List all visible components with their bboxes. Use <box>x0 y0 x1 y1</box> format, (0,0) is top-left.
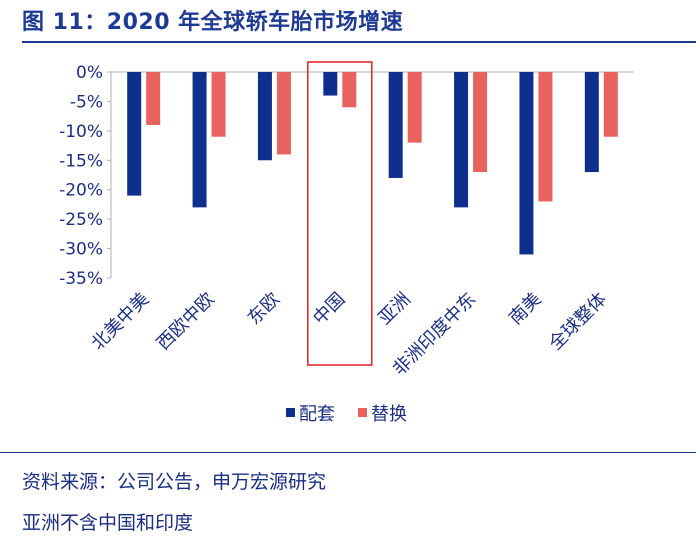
y-tick-label: -10% <box>59 122 103 142</box>
legend-swatch <box>358 408 367 417</box>
title-divider <box>22 41 696 43</box>
bar-replacement <box>603 72 618 137</box>
bar-replacement <box>146 72 161 125</box>
bar-oem <box>519 72 534 255</box>
footnote: 亚洲不含中国和印度 <box>22 512 194 534</box>
x-tick-label: 西欧中欧 <box>153 289 219 355</box>
footer-divider <box>0 452 696 453</box>
bar-oem <box>323 72 338 96</box>
x-tick-label: 东欧 <box>244 289 284 329</box>
bar-oem <box>454 72 469 208</box>
plot-area: 0% -5% -10% -15% -20% -25% -30% -35%北美中美 西欧中欧 东欧中… <box>59 61 634 425</box>
bar-oem <box>257 72 272 161</box>
y-tick-label: -35% <box>59 269 103 289</box>
y-tick-label: -5% <box>70 92 103 112</box>
bar-replacement <box>538 72 553 202</box>
y-tick-label: -30% <box>59 240 103 260</box>
y-tick-label: -15% <box>59 151 103 171</box>
legend-label: 替换 <box>371 404 407 425</box>
x-tick-label: 亚洲 <box>374 289 414 329</box>
bar-oem <box>388 72 403 178</box>
bar-oem <box>192 72 207 208</box>
x-tick-label: 中国 <box>309 289 349 329</box>
chart: 0% -5% -10% -15% -20% -25% -30% -35%北美中美 西欧中欧 东欧中… <box>59 61 634 425</box>
bar-replacement <box>407 72 422 143</box>
x-tick-label: 全球整体 <box>545 289 611 355</box>
bar-replacement <box>473 72 488 173</box>
y-tick-label: -20% <box>59 181 103 201</box>
x-tick-label: 北美中美 <box>87 289 153 355</box>
bar-oem <box>584 72 599 173</box>
y-tick-label: -25% <box>59 210 103 230</box>
figure-title: 图 11：2020 年全球轿车胎市场增速 <box>22 10 404 35</box>
highlight-box <box>307 61 373 366</box>
source-note: 资料来源：公司公告，申万宏源研究 <box>22 471 327 493</box>
bar-replacement <box>342 72 357 108</box>
y-tick-label: 0% <box>76 63 103 83</box>
x-tick-label: 南美 <box>505 289 545 329</box>
bar-oem <box>127 72 142 196</box>
bar-replacement <box>276 72 291 155</box>
bar-replacement <box>211 72 226 137</box>
legend-swatch <box>286 408 295 417</box>
legend-label: 配套 <box>299 404 335 425</box>
